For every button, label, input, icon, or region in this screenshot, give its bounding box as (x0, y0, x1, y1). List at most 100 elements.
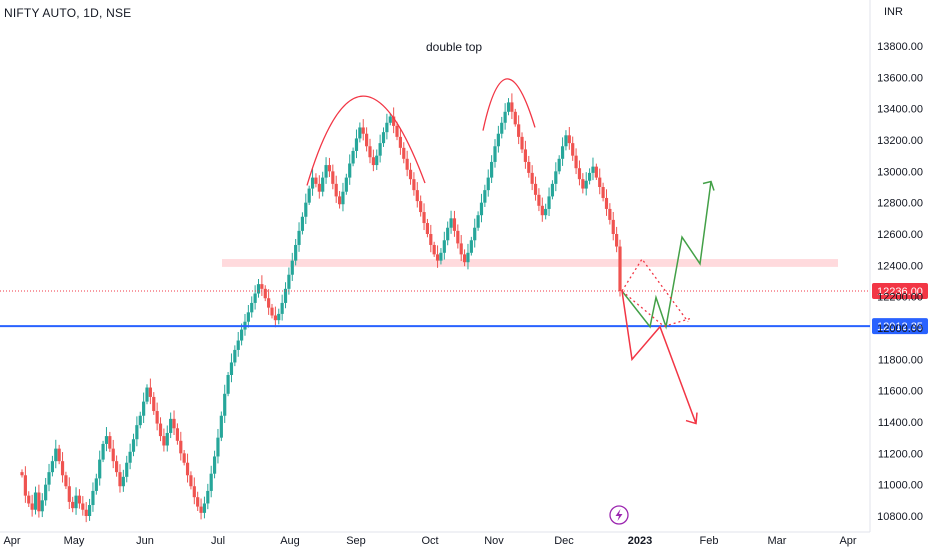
candle (442, 231, 446, 260)
candle (371, 149, 375, 172)
candle (510, 93, 514, 120)
candle (40, 493, 44, 518)
candle (216, 428, 220, 464)
candle (310, 168, 315, 196)
candle (412, 172, 416, 196)
candle (175, 423, 180, 445)
candle (212, 450, 217, 479)
candle (74, 487, 78, 515)
price-tick-label: 12600.00 (877, 229, 923, 241)
candle (44, 477, 48, 506)
candle (304, 193, 308, 224)
resistance-zone[interactable] (222, 259, 838, 267)
bullish-arrowhead (702, 180, 715, 191)
candle (490, 155, 494, 184)
price-tick-label: 11200.00 (878, 448, 923, 460)
candle (415, 182, 419, 208)
last-price-label: 12236.00 (877, 286, 923, 298)
candle (297, 222, 301, 252)
candle (429, 224, 433, 253)
candle (425, 218, 430, 238)
candle (196, 491, 200, 511)
candle (219, 411, 223, 442)
candle (37, 484, 41, 518)
time-tick-label: Jul (211, 535, 225, 547)
time-tick-label: Mar (768, 535, 787, 547)
candle (351, 147, 355, 167)
price-tick-label: 13200.00 (877, 135, 923, 147)
time-tick-label: Nov (484, 535, 504, 547)
double-top-arc[interactable] (482, 78, 536, 131)
candle (27, 491, 31, 508)
time-tick-label: May (64, 535, 85, 547)
candle (158, 417, 163, 442)
price-tick-label: 13000.00 (877, 166, 923, 178)
candle (169, 412, 173, 439)
candle (500, 116, 504, 139)
candle (392, 107, 396, 134)
candle (142, 392, 146, 423)
time-axis[interactable]: Apr May Jun Jul Aug Sep Oct Nov Dec 2023 Feb Mar Apr (3, 535, 856, 547)
candle (104, 427, 109, 452)
candle (358, 122, 362, 143)
candle (192, 477, 196, 505)
candle (462, 249, 467, 267)
candle (560, 137, 565, 166)
candle (544, 203, 548, 220)
candle (128, 443, 132, 470)
candle (121, 469, 125, 492)
price-tick-label: 13800.00 (877, 41, 923, 53)
price-tick-label: 11600.00 (878, 386, 923, 398)
candle (30, 494, 34, 517)
candle (152, 392, 156, 415)
candle (98, 450, 102, 486)
support-price-tag: 12012.35 (872, 318, 928, 335)
candle (469, 236, 473, 256)
candle (385, 113, 389, 140)
candle (260, 275, 264, 296)
candle (530, 165, 534, 191)
candle (294, 238, 298, 266)
price-axis[interactable]: 13800.00 13600.00 13400.00 13200.00 13000.00… (877, 41, 923, 523)
candle (155, 402, 159, 431)
candle (111, 439, 115, 469)
candle (236, 331, 240, 357)
candle (250, 296, 254, 318)
candle (408, 162, 413, 185)
candle (67, 477, 71, 510)
candle (145, 384, 149, 405)
candle (402, 142, 406, 164)
candle (547, 187, 551, 217)
candle (523, 140, 528, 169)
price-tick-label: 12800.00 (877, 198, 923, 210)
bearish-projection-path[interactable] (621, 290, 697, 424)
bullish-projection-path[interactable] (621, 181, 712, 330)
candle (550, 180, 555, 200)
candle (533, 176, 538, 201)
bearish-arrowhead (685, 412, 698, 425)
candle (557, 155, 561, 175)
candle (223, 384, 227, 423)
dotted-projection-path[interactable] (621, 257, 689, 323)
candle (554, 162, 558, 192)
double-top-arc[interactable] (306, 95, 426, 186)
candle (283, 282, 288, 309)
price-tick-label: 11800.00 (878, 354, 923, 366)
candle (517, 115, 521, 145)
time-tick-label: Feb (700, 535, 719, 547)
candle (618, 239, 622, 297)
candle (334, 175, 338, 203)
candle (267, 289, 271, 315)
time-tick-label: Apr (839, 535, 856, 547)
candle (77, 489, 82, 509)
candle (50, 455, 55, 477)
candle (226, 372, 230, 397)
candle (138, 411, 142, 429)
time-tick-label: Oct (421, 535, 438, 547)
candle (300, 212, 305, 235)
candle (256, 278, 261, 298)
candle (381, 127, 386, 147)
candle (246, 305, 250, 328)
candle (185, 453, 190, 483)
